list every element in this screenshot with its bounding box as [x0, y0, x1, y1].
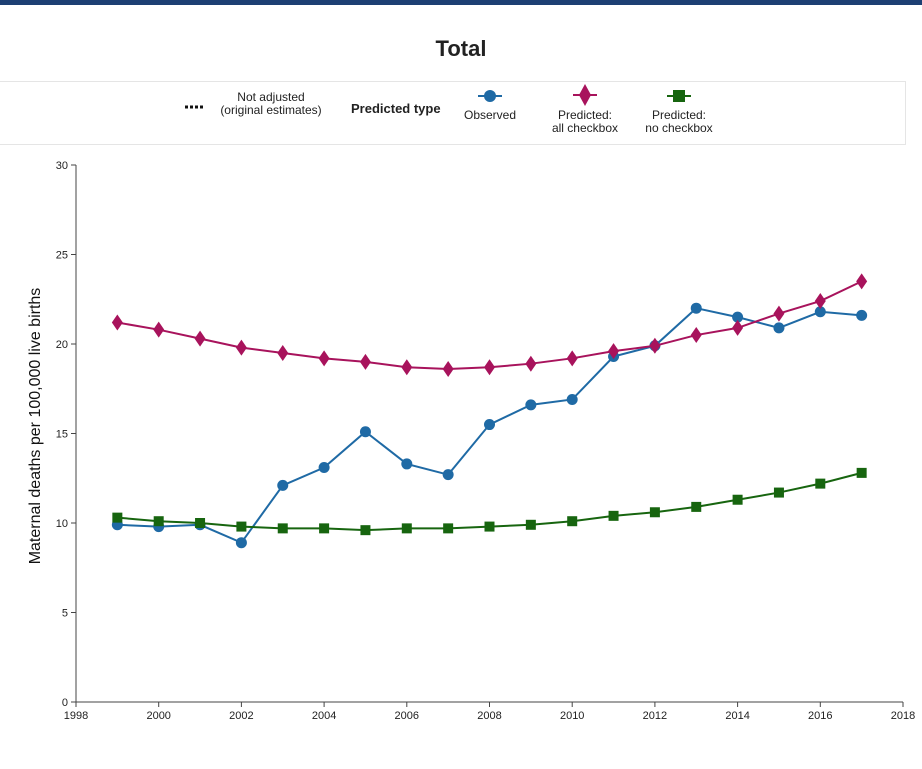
series-line-predicted-no-checkbox	[117, 471, 862, 532]
legend-heading: Predicted type	[351, 101, 441, 116]
axes: 0 5 10 15 20 25 30 1998 2000 2002 2004 2006 2008 2010…	[56, 160, 915, 722]
legend-not-adjusted: Not adjusted (original estimates)	[211, 91, 331, 117]
legend-no-checkbox-label: Predicted: no checkbox	[639, 109, 719, 135]
legend-none-line1: Predicted:	[651, 108, 707, 122]
point-observed	[856, 309, 868, 321]
point-observed	[235, 537, 247, 549]
point-predicted-all-checkbox	[111, 314, 123, 331]
point-predicted-all-checkbox	[442, 361, 454, 378]
point-predicted-all-checkbox	[566, 350, 578, 367]
point-predicted-all-checkbox	[525, 355, 537, 372]
point-predicted-all-checkbox	[484, 359, 495, 376]
point-observed	[484, 419, 495, 431]
point-predicted-no-checkbox	[732, 494, 743, 505]
x-tick-label: 2014	[725, 710, 749, 722]
y-tick-label: 20	[56, 339, 68, 351]
point-observed	[359, 426, 371, 438]
legend-observed-label: Observed	[463, 108, 517, 122]
x-tick-label: 2004	[312, 710, 336, 722]
point-predicted-all-checkbox	[690, 327, 702, 344]
legend-all-line1: Predicted:	[557, 108, 613, 122]
y-tick-label: 0	[62, 697, 68, 709]
point-predicted-no-checkbox	[195, 518, 206, 528]
x-tick-label: 2002	[229, 710, 253, 722]
point-predicted-no-checkbox	[856, 467, 867, 478]
x-tick-label: 2008	[477, 710, 501, 722]
point-predicted-no-checkbox	[401, 523, 412, 534]
point-observed	[525, 399, 537, 411]
y-tick-label: 25	[56, 250, 68, 262]
y-tick-label: 15	[56, 429, 68, 441]
point-predicted-all-checkbox	[401, 359, 413, 376]
legend: Not adjusted (original estimates) Predic…	[0, 81, 906, 145]
point-observed	[277, 479, 289, 491]
point-predicted-no-checkbox	[360, 525, 371, 536]
point-predicted-no-checkbox	[815, 478, 826, 489]
point-predicted-all-checkbox	[153, 321, 165, 338]
point-observed	[401, 458, 413, 470]
series-layer	[111, 273, 868, 549]
point-predicted-all-checkbox	[235, 339, 247, 356]
not-adjusted-swatch	[185, 105, 205, 109]
legend-observed-swatch	[478, 90, 502, 102]
x-tick-label: 2016	[808, 710, 832, 722]
point-predicted-no-checkbox	[525, 519, 536, 530]
point-predicted-all-checkbox	[194, 330, 206, 347]
series-line-predicted-all-checkbox	[117, 280, 863, 371]
point-predicted-no-checkbox	[443, 523, 454, 534]
legend-no-checkbox-swatch	[667, 90, 691, 102]
point-predicted-no-checkbox	[773, 487, 784, 498]
x-tick-label: 2000	[146, 710, 170, 722]
point-predicted-all-checkbox	[732, 319, 744, 336]
point-predicted-no-checkbox	[691, 501, 702, 512]
y-tick-label: 5	[62, 608, 68, 620]
point-observed	[814, 306, 826, 318]
point-observed	[566, 393, 578, 405]
point-predicted-all-checkbox	[359, 353, 371, 370]
point-observed	[773, 322, 785, 334]
point-predicted-no-checkbox	[608, 510, 619, 521]
legend-not-adjusted-line2: (original estimates)	[220, 103, 322, 117]
x-tick-label: 2010	[560, 710, 584, 722]
x-tick-label: 2006	[395, 710, 419, 722]
point-predicted-all-checkbox	[649, 337, 661, 354]
point-predicted-all-checkbox	[856, 273, 868, 290]
point-predicted-no-checkbox	[567, 516, 578, 527]
legend-all-checkbox-label: Predicted: all checkbox	[545, 109, 625, 135]
y-axis-title: Maternal deaths per 100,000 live births	[27, 288, 44, 565]
point-predicted-no-checkbox	[153, 516, 164, 527]
legend-all-line2: all checkbox	[551, 121, 619, 135]
point-predicted-all-checkbox	[318, 350, 330, 367]
point-predicted-no-checkbox	[649, 507, 660, 518]
y-tick-label: 30	[56, 160, 68, 172]
x-tick-label: 1998	[64, 710, 88, 722]
point-predicted-no-checkbox	[277, 523, 288, 534]
chart-title: Total	[435, 36, 487, 61]
point-observed	[442, 469, 454, 481]
legend-not-adjusted-line1: Not adjusted	[237, 90, 305, 104]
x-tick-label: 2018	[891, 710, 915, 722]
y-tick-label: 10	[56, 518, 68, 530]
legend-none-line2: no checkbox	[645, 121, 713, 135]
point-predicted-all-checkbox	[277, 344, 289, 361]
point-observed	[318, 462, 330, 474]
x-tick-label: 2012	[643, 710, 667, 722]
point-predicted-no-checkbox	[319, 523, 330, 534]
top-accent-bar	[0, 0, 922, 5]
point-predicted-all-checkbox	[608, 343, 620, 360]
point-predicted-all-checkbox	[773, 305, 785, 322]
point-predicted-all-checkbox	[814, 293, 826, 310]
point-observed	[732, 311, 744, 323]
point-predicted-no-checkbox	[484, 521, 495, 532]
point-predicted-no-checkbox	[112, 512, 123, 523]
legend-all-checkbox-swatch	[573, 84, 597, 106]
point-observed	[690, 302, 702, 314]
point-predicted-no-checkbox	[236, 521, 247, 532]
